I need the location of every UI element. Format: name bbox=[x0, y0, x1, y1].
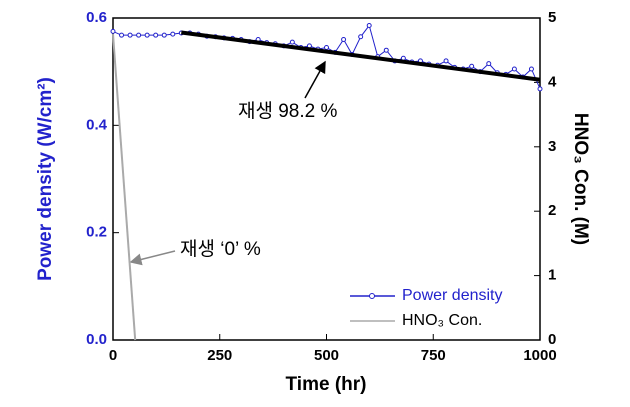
legend-marker bbox=[369, 293, 375, 299]
point bbox=[324, 45, 329, 51]
x-tick-label: 1000 bbox=[523, 347, 556, 364]
y2-tick-label: 3 bbox=[548, 138, 556, 155]
point bbox=[119, 32, 125, 38]
point bbox=[144, 32, 150, 38]
point bbox=[289, 39, 295, 45]
x-tick-label: 500 bbox=[314, 347, 339, 364]
y-tick-label: 0.6 bbox=[86, 9, 107, 26]
y-tick-label: 0.4 bbox=[86, 116, 108, 133]
point bbox=[469, 63, 475, 69]
point bbox=[110, 28, 116, 34]
point bbox=[170, 31, 176, 37]
point bbox=[537, 86, 543, 92]
point bbox=[358, 34, 364, 40]
annotation: 재생 ‘0’ % bbox=[180, 238, 261, 260]
x-axis-title: Time (hr) bbox=[286, 374, 367, 395]
point bbox=[443, 58, 449, 64]
x-tick-label: 250 bbox=[207, 347, 232, 364]
annotation: 재생 98.2 % bbox=[238, 100, 337, 122]
y2-tick-label: 2 bbox=[548, 202, 556, 219]
point bbox=[161, 32, 167, 38]
legend-label: Power density bbox=[402, 287, 503, 304]
point bbox=[511, 66, 517, 72]
y2-axis-title: HNO₃ Con. (M) bbox=[570, 113, 591, 245]
point bbox=[136, 32, 142, 38]
y2-tick-label: 1 bbox=[548, 267, 556, 284]
x-tick-label: 0 bbox=[109, 347, 117, 364]
y2-tick-label: 4 bbox=[548, 73, 557, 90]
point bbox=[127, 32, 133, 38]
y2-tick-label: 0 bbox=[548, 331, 556, 348]
arrow bbox=[129, 250, 176, 266]
legend-label: HNO₃ Con. bbox=[402, 312, 482, 329]
point bbox=[366, 23, 372, 29]
y-axis-title: Power density (W/cm²) bbox=[35, 77, 56, 281]
y-tick-label: 0.2 bbox=[86, 224, 107, 241]
point bbox=[528, 66, 534, 72]
series-line bbox=[112, 34, 137, 341]
point bbox=[383, 47, 389, 53]
y-tick-label: 0.0 bbox=[86, 331, 107, 348]
series-line bbox=[112, 24, 541, 90]
point bbox=[341, 36, 347, 42]
trend-line bbox=[181, 30, 541, 82]
arrow bbox=[304, 60, 326, 99]
point bbox=[486, 61, 492, 67]
x-tick-label: 750 bbox=[421, 347, 446, 364]
y2-tick-label: 5 bbox=[548, 9, 556, 26]
point bbox=[153, 32, 159, 38]
